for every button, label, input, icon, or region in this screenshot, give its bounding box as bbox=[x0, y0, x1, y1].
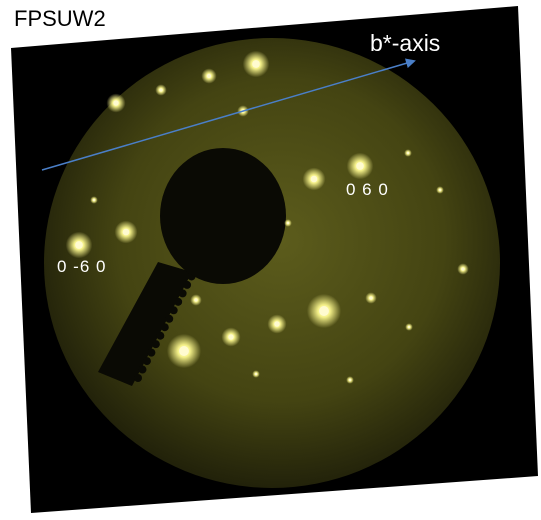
beam-stop-tooth bbox=[156, 331, 165, 340]
diffraction-spot-core bbox=[228, 334, 234, 340]
beam-stop-tooth bbox=[178, 289, 187, 298]
spot-label-0-60: 0 -6 0 bbox=[57, 257, 106, 276]
diffraction-spots bbox=[65, 50, 469, 384]
b-axis-label: b*-axis bbox=[370, 30, 440, 56]
diffraction-spot-core bbox=[92, 198, 96, 202]
diffraction-spot-core bbox=[319, 306, 329, 316]
sample-label: FPSUW2 bbox=[14, 6, 106, 31]
beam-stop-arm bbox=[98, 262, 192, 386]
beam-stop-tooth bbox=[138, 365, 147, 374]
beam-stop-tooth bbox=[142, 357, 151, 366]
diffraction-spot-core bbox=[369, 296, 373, 300]
b-axis-arrow bbox=[41, 58, 416, 171]
spot-label-060: 0 6 0 bbox=[346, 180, 389, 199]
beam-stop-tooth bbox=[165, 314, 174, 323]
diffraction-spot-core bbox=[179, 346, 189, 356]
diffraction-spot-core bbox=[206, 73, 212, 79]
diffraction-spot-core bbox=[407, 325, 411, 329]
diffraction-spot-core bbox=[286, 221, 290, 225]
beam-stop-tooth bbox=[183, 280, 192, 289]
diffraction-spot-core bbox=[406, 151, 410, 155]
diffraction-spot-core bbox=[254, 372, 258, 376]
diffraction-spot-core bbox=[113, 100, 119, 106]
phosphor-screen bbox=[44, 38, 500, 488]
diffraction-spot-core bbox=[348, 378, 352, 382]
beam-stop-tooth bbox=[151, 340, 160, 349]
diffraction-spot-core bbox=[194, 298, 198, 302]
beam-stop-tooth bbox=[160, 323, 169, 332]
diffraction-spot-core bbox=[461, 267, 465, 271]
diffraction-spot-core bbox=[75, 241, 83, 249]
diffraction-spot-core bbox=[252, 60, 260, 68]
diffraction-spot-core bbox=[159, 88, 163, 92]
diffraction-spot-core bbox=[274, 321, 280, 327]
diffraction-spot-core bbox=[122, 228, 130, 236]
diffraction-spot-core bbox=[310, 175, 318, 183]
beam-stop-tooth bbox=[147, 348, 156, 357]
beam-stop bbox=[160, 148, 286, 284]
diffraction-spot-core bbox=[356, 162, 364, 170]
beam-stop-teeth bbox=[134, 264, 200, 382]
diffraction-spot-core bbox=[438, 188, 442, 192]
beam-stop-tooth bbox=[174, 297, 183, 306]
beam-stop-tooth bbox=[169, 306, 178, 315]
beam-stop-tooth bbox=[134, 374, 142, 382]
